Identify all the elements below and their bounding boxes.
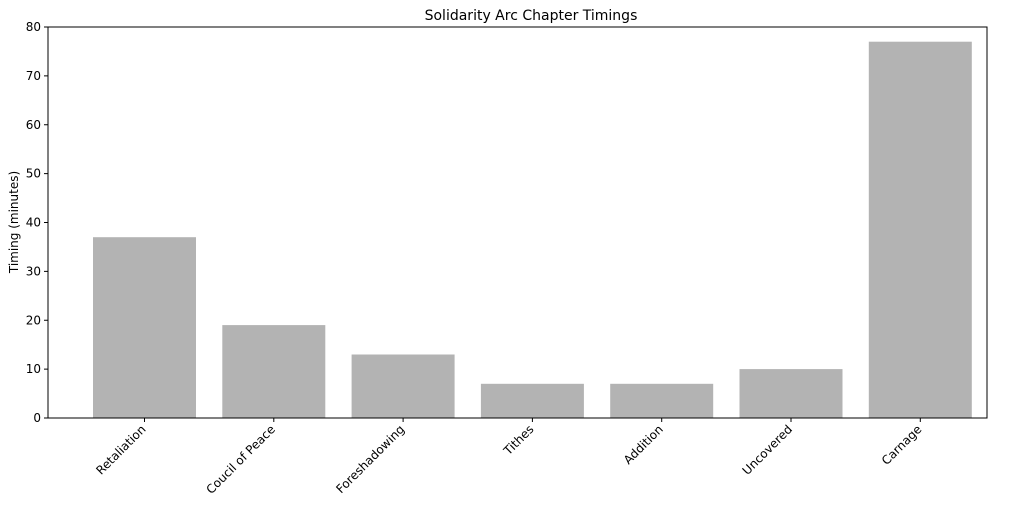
x-tick-label: Tithes	[500, 422, 536, 458]
x-tick-label: Retaliation	[93, 422, 148, 477]
y-axis-ticks: 0 10 20 30 40 50 60 70 80	[26, 20, 48, 425]
y-tick-label: 50	[26, 167, 41, 181]
bar	[739, 369, 843, 418]
x-axis-ticks: Retaliation Coucil of Peace Foreshadowing T…	[93, 418, 924, 497]
y-tick-label: 30	[26, 264, 41, 278]
y-tick-label: 70	[26, 69, 41, 83]
x-tick-label: Carnage	[879, 422, 925, 468]
bars-group	[93, 41, 972, 418]
bar	[351, 354, 455, 418]
x-tick-label: Addition	[621, 422, 666, 467]
y-axis-label: Timing (minutes)	[7, 171, 21, 274]
x-tick-label: Uncovered	[740, 422, 795, 477]
x-tick-label: Foreshadowing	[333, 422, 407, 496]
x-tick-label: Coucil of Peace	[203, 422, 277, 496]
y-tick-label: 0	[33, 411, 41, 425]
bar	[93, 237, 196, 418]
bar	[610, 383, 714, 418]
y-tick-label: 40	[26, 216, 41, 230]
bar	[222, 325, 326, 418]
y-tick-label: 80	[26, 20, 41, 34]
chart-title: Solidarity Arc Chapter Timings	[425, 8, 638, 24]
y-tick-label: 60	[26, 118, 41, 132]
plot-frame	[47, 26, 988, 419]
bar	[868, 41, 972, 418]
bar	[480, 383, 584, 418]
y-tick-label: 10	[26, 362, 41, 376]
y-tick-label: 20	[26, 313, 41, 327]
